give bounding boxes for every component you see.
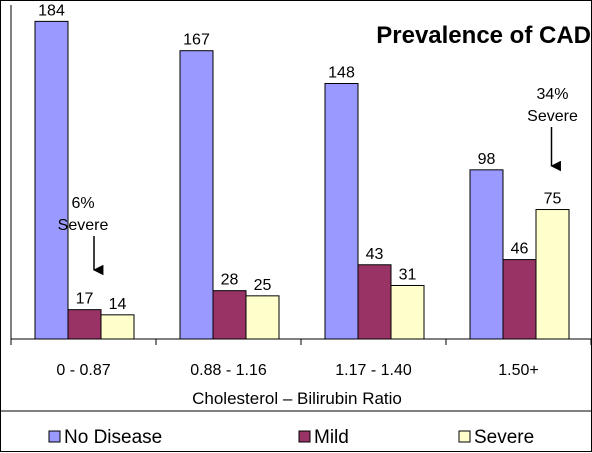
x-tick-label: 1.17 - 1.40 (335, 362, 412, 379)
bar-severe (390, 284, 425, 340)
bar-no-disease (324, 83, 359, 340)
x-tick-label: 0.88 - 1.16 (190, 362, 267, 379)
legend-label-mild: Mild (314, 427, 349, 448)
x-axis-title: Cholesterol – Bilirubin Ratio (192, 389, 402, 408)
bar-no-disease (34, 20, 69, 340)
data-label: 167 (183, 32, 210, 49)
data-label: 25 (254, 277, 272, 294)
data-label: 75 (544, 191, 562, 208)
data-label: 28 (221, 272, 239, 289)
annotation-percent: 6% (71, 195, 94, 212)
bar-severe (535, 209, 570, 340)
legend-label-severe: Severe (474, 427, 534, 448)
bar-severe (100, 314, 135, 340)
x-tick-label: 1.50+ (498, 362, 538, 379)
bar-mild (357, 264, 392, 340)
data-label: 98 (478, 151, 496, 168)
annotation-percent: 34% (536, 86, 568, 103)
annotation-severe: Severe (527, 108, 578, 125)
legend: No Disease Mild Severe (48, 427, 534, 448)
chart-title: Prevalence of CAD (376, 22, 591, 49)
legend-label-no-disease: No Disease (64, 427, 162, 448)
data-label: 31 (399, 266, 417, 283)
data-label: 184 (38, 2, 65, 19)
data-label: 14 (109, 296, 127, 313)
data-label: 46 (511, 241, 529, 258)
data-label: 43 (366, 246, 384, 263)
annotation-severe: Severe (58, 217, 109, 234)
data-label: 17 (76, 291, 94, 308)
bar-mild (212, 290, 247, 340)
legend-swatch-no-disease (48, 430, 61, 443)
legend-swatch-severe (458, 430, 471, 443)
bar-severe (245, 295, 280, 340)
bar-mild (67, 309, 102, 340)
legend-swatch-mild (298, 430, 311, 443)
data-label: 148 (328, 65, 355, 82)
bar-mild (502, 259, 537, 340)
x-tick-label: 0 - 0.87 (56, 362, 110, 379)
bar-no-disease (469, 169, 504, 340)
bar-no-disease (179, 50, 214, 340)
